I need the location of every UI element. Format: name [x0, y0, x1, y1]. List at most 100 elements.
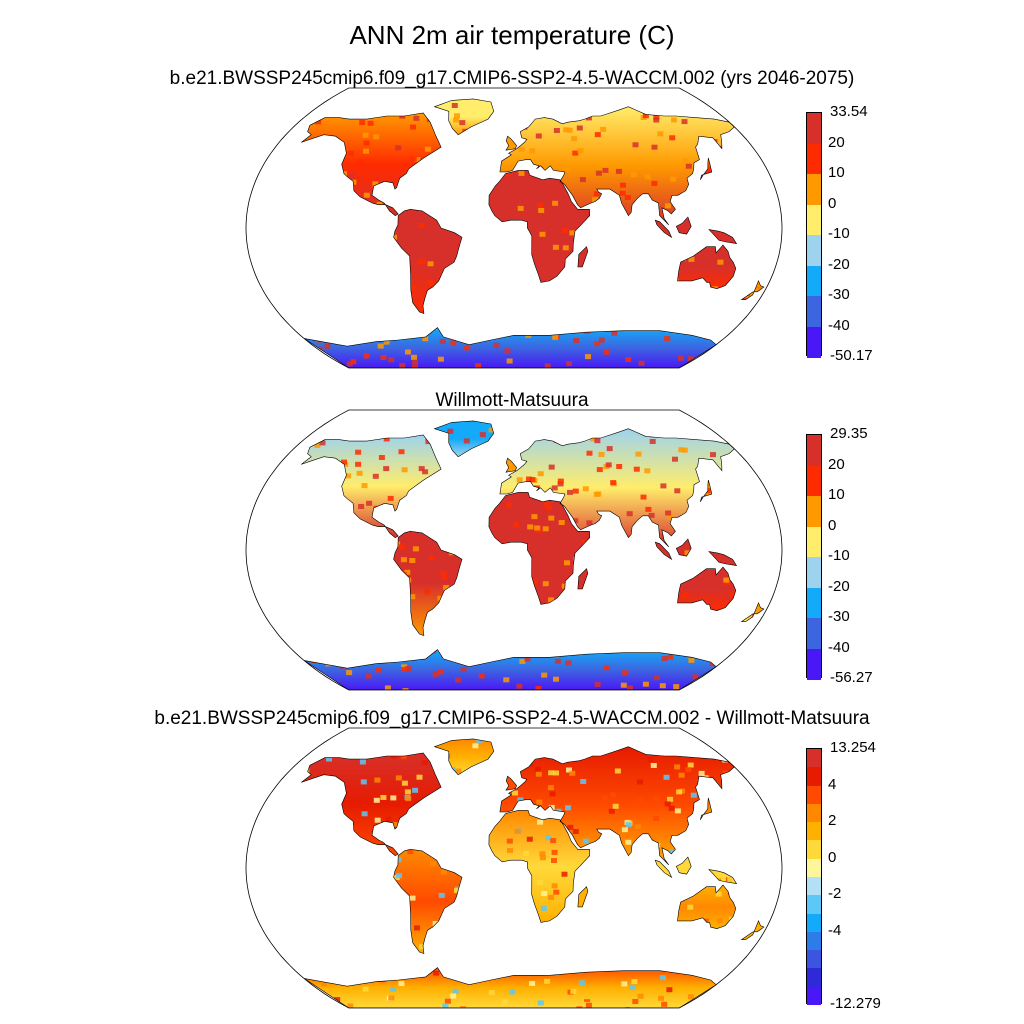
australia-coastline: [677, 244, 737, 290]
map-border: [245, 87, 783, 369]
colorbar-label: 10: [828, 164, 845, 181]
colorbar-label: -30: [828, 286, 850, 303]
new-guinea-region: [709, 229, 737, 244]
panel-1-map: [245, 87, 783, 369]
north-america-coastline: [301, 434, 442, 538]
greenland-coastline: [433, 420, 495, 458]
colorbar-swatch: [807, 587, 821, 619]
colorbar-label: -56.27: [830, 669, 873, 686]
colorbar-swatch: [807, 265, 821, 297]
colorbar-swatch: [807, 895, 821, 915]
borneo-coastline: [675, 538, 692, 557]
japan-coastline: [700, 479, 713, 502]
japan-region: [700, 798, 712, 820]
colorbar-swatch: [807, 822, 821, 841]
japan-coastline: [700, 797, 713, 820]
madagascar-coastline: [577, 886, 589, 908]
new-zealand-coastline: [740, 602, 765, 622]
panel-3-map: [245, 727, 783, 1009]
panel-2-title: Willmott-Matsuura: [435, 390, 589, 411]
colorbar-swatch: [807, 877, 821, 896]
britain-coastline: [505, 775, 517, 791]
eurasia-coastline: [499, 746, 735, 866]
colorbar-swatch: [807, 931, 821, 951]
panel-3-colorbar: 13.254 4 2 0 -2 -4 -12.279: [806, 740, 916, 1012]
madagascar-region: [577, 568, 588, 589]
colorbar-swatch: [807, 840, 821, 860]
borneo-region: [676, 217, 692, 235]
colorbar-label: -10: [828, 547, 850, 564]
colorbar-swatch: [807, 296, 821, 327]
colorbar-swatch: [807, 618, 821, 649]
colorbar-label: -20: [828, 255, 850, 273]
africa-region: [488, 810, 590, 923]
colorbar-swatch: [807, 767, 821, 787]
colorbar-label: 4: [828, 775, 837, 793]
colorbar-label: -12.279: [830, 995, 881, 1012]
africa-coastline: [488, 810, 591, 923]
map-border: [245, 727, 783, 1009]
britain-region: [506, 136, 517, 151]
colorbar-swatch: [807, 465, 821, 497]
south-america-region: [393, 849, 462, 954]
north-america-region: [301, 752, 442, 856]
britain-region: [506, 458, 517, 473]
new-zealand-coastline: [740, 280, 765, 300]
colorbar-label: 20: [828, 455, 845, 473]
colorbar-label: -2: [828, 885, 842, 903]
new-zealand-region: [741, 602, 764, 622]
australia-coastline: [677, 566, 737, 612]
madagascar-coastline: [577, 246, 589, 268]
greenland-coastline: [433, 98, 495, 136]
colorbar-swatch: [807, 785, 821, 805]
britain-coastline: [505, 135, 517, 151]
south-america-region: [393, 531, 462, 636]
sumatra-region: [655, 220, 672, 238]
colorbar-swatch: [807, 648, 821, 680]
colorbar-label: 33.54: [830, 103, 868, 120]
north-america-coastline: [301, 112, 442, 216]
new-zealand-coastline: [740, 920, 765, 940]
colorbar-swatches: [806, 434, 822, 680]
greenland-coastline: [433, 738, 495, 776]
colorbar-swatch: [807, 913, 821, 933]
colorbar-label: 2: [828, 812, 837, 830]
australia-coastline: [677, 884, 737, 930]
borneo-coastline: [675, 856, 692, 875]
japan-region: [700, 480, 712, 502]
north-america-region: [301, 434, 442, 538]
panel-3-title: b.e21.BWSSP245cmip6.f09_g17.CMIP6-SSP2-4…: [154, 708, 870, 729]
eurasia-region: [499, 106, 735, 225]
eurasia-coastline: [499, 106, 735, 226]
antarctica-coastline: [303, 649, 717, 690]
japan-coastline: [700, 157, 713, 180]
colorbar-swatch: [807, 113, 821, 144]
colorbar-label: 0: [828, 848, 837, 866]
new-zealand-region: [741, 920, 764, 940]
britain-coastline: [505, 457, 517, 473]
madagascar-coastline: [577, 568, 589, 590]
colorbar-swatch: [807, 326, 821, 358]
panel-1-title: b.e21.BWSSP245cmip6.f09_g17.CMIP6-SSP2-4…: [169, 68, 855, 89]
africa-coastline: [488, 170, 591, 283]
antarctica-region: [304, 327, 717, 368]
new-guinea-coastline: [708, 869, 738, 884]
japan-region: [700, 158, 712, 180]
colorbar-swatch: [807, 143, 821, 175]
africa-region: [488, 170, 590, 283]
colorbar-label: -4: [828, 921, 842, 939]
antarctica-region: [304, 967, 717, 1008]
south-america-coastline: [393, 208, 463, 315]
borneo-coastline: [675, 216, 692, 235]
greenland-region: [434, 738, 494, 775]
madagascar-region: [577, 886, 588, 907]
colorbar-swatch: [807, 557, 821, 588]
sumatra-coastline: [654, 219, 673, 239]
greenland-region: [434, 98, 494, 135]
sumatra-coastline: [654, 541, 673, 561]
colorbar-label: 29.35: [830, 425, 868, 442]
panel-2-colorbar: 29.35 20 10 0 -10 -20 -30 -40 -56.27: [806, 426, 916, 686]
colorbar-swatch: [807, 435, 821, 466]
australia-region: [677, 567, 736, 611]
colorbar-label: -40: [828, 638, 850, 656]
